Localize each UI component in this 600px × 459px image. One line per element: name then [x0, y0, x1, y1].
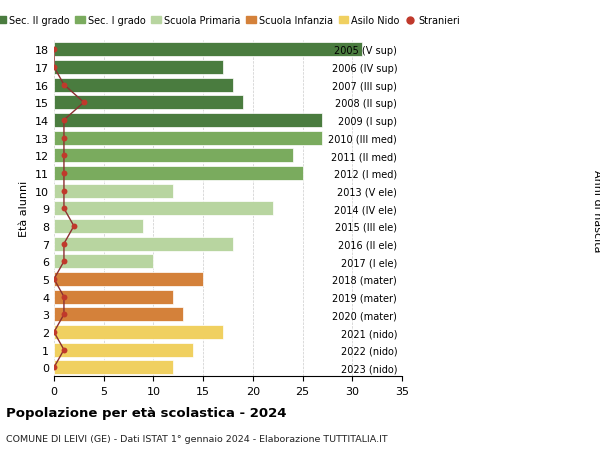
Point [59, 82, 69, 89]
Point [59, 170, 69, 177]
Text: Anni di nascita: Anni di nascita [592, 170, 600, 252]
Y-axis label: Età alunni: Età alunni [19, 181, 29, 237]
Bar [54, 61, 223, 75]
Bar [54, 184, 173, 198]
Point [59, 152, 69, 160]
Point [59, 293, 69, 301]
Bar [54, 308, 183, 322]
Bar [54, 114, 322, 128]
Point [49, 64, 59, 72]
Bar [54, 290, 173, 304]
Bar [54, 131, 322, 146]
Point [49, 364, 59, 371]
Bar [54, 202, 273, 216]
Bar [54, 272, 203, 286]
Point [49, 276, 59, 283]
Text: Popolazione per età scolastica - 2024: Popolazione per età scolastica - 2024 [6, 406, 287, 419]
Point [59, 311, 69, 319]
Bar [54, 343, 193, 357]
Bar [54, 167, 302, 181]
Point [59, 188, 69, 195]
Point [59, 241, 69, 248]
Point [59, 134, 69, 142]
Bar [54, 78, 233, 92]
Point [49, 46, 59, 54]
Point [69, 223, 79, 230]
Legend: Sec. II grado, Sec. I grado, Scuola Primaria, Scuola Infanzia, Asilo Nido, Stran: Sec. II grado, Sec. I grado, Scuola Prim… [0, 12, 464, 30]
Text: COMUNE DI LEIVI (GE) - Dati ISTAT 1° gennaio 2024 - Elaborazione TUTTITALIA.IT: COMUNE DI LEIVI (GE) - Dati ISTAT 1° gen… [6, 434, 388, 443]
Point [49, 329, 59, 336]
Point [59, 117, 69, 124]
Bar [54, 149, 293, 163]
Bar [54, 325, 223, 339]
Point [59, 346, 69, 353]
Bar [54, 43, 362, 57]
Bar [54, 219, 143, 234]
Bar [54, 360, 173, 375]
Point [59, 205, 69, 213]
Bar [54, 96, 243, 110]
Point [59, 258, 69, 265]
Bar [54, 255, 154, 269]
Bar [54, 237, 233, 251]
Point [79, 99, 89, 106]
